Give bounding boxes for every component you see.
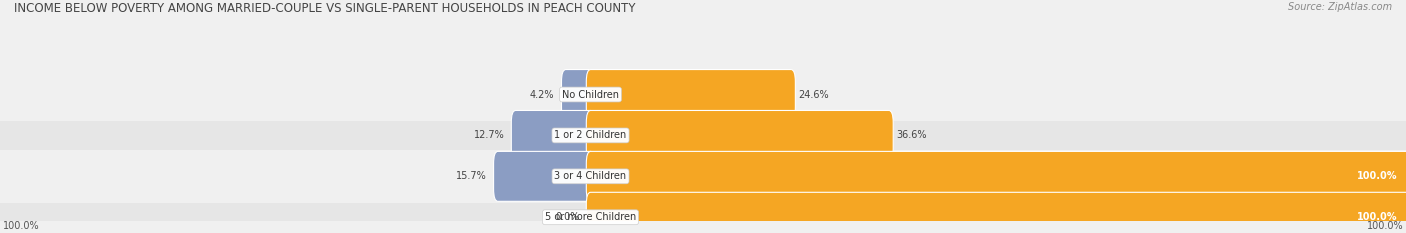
Text: 100.0%: 100.0% bbox=[1357, 171, 1398, 181]
FancyBboxPatch shape bbox=[0, 80, 1406, 109]
FancyBboxPatch shape bbox=[586, 192, 1406, 233]
FancyBboxPatch shape bbox=[586, 110, 893, 160]
Text: No Children: No Children bbox=[562, 89, 619, 99]
Text: Source: ZipAtlas.com: Source: ZipAtlas.com bbox=[1288, 2, 1392, 12]
Text: 4.2%: 4.2% bbox=[530, 89, 554, 99]
Text: 12.7%: 12.7% bbox=[474, 130, 505, 140]
FancyBboxPatch shape bbox=[0, 202, 1406, 232]
FancyBboxPatch shape bbox=[0, 162, 1406, 191]
FancyBboxPatch shape bbox=[586, 151, 1406, 201]
Text: 100.0%: 100.0% bbox=[1367, 220, 1403, 230]
Text: 24.6%: 24.6% bbox=[799, 89, 828, 99]
Text: 100.0%: 100.0% bbox=[3, 220, 39, 230]
FancyBboxPatch shape bbox=[561, 69, 595, 120]
Text: 36.6%: 36.6% bbox=[896, 130, 927, 140]
FancyBboxPatch shape bbox=[0, 121, 1406, 150]
FancyBboxPatch shape bbox=[586, 69, 796, 120]
Text: 15.7%: 15.7% bbox=[456, 171, 486, 181]
Text: 5 or more Children: 5 or more Children bbox=[546, 212, 636, 222]
Text: INCOME BELOW POVERTY AMONG MARRIED-COUPLE VS SINGLE-PARENT HOUSEHOLDS IN PEACH C: INCOME BELOW POVERTY AMONG MARRIED-COUPL… bbox=[14, 2, 636, 15]
Text: 0.0%: 0.0% bbox=[555, 212, 579, 222]
FancyBboxPatch shape bbox=[494, 151, 595, 201]
Text: 100.0%: 100.0% bbox=[1357, 212, 1398, 222]
Text: 1 or 2 Children: 1 or 2 Children bbox=[554, 130, 627, 140]
FancyBboxPatch shape bbox=[512, 110, 595, 160]
Text: 3 or 4 Children: 3 or 4 Children bbox=[554, 171, 627, 181]
